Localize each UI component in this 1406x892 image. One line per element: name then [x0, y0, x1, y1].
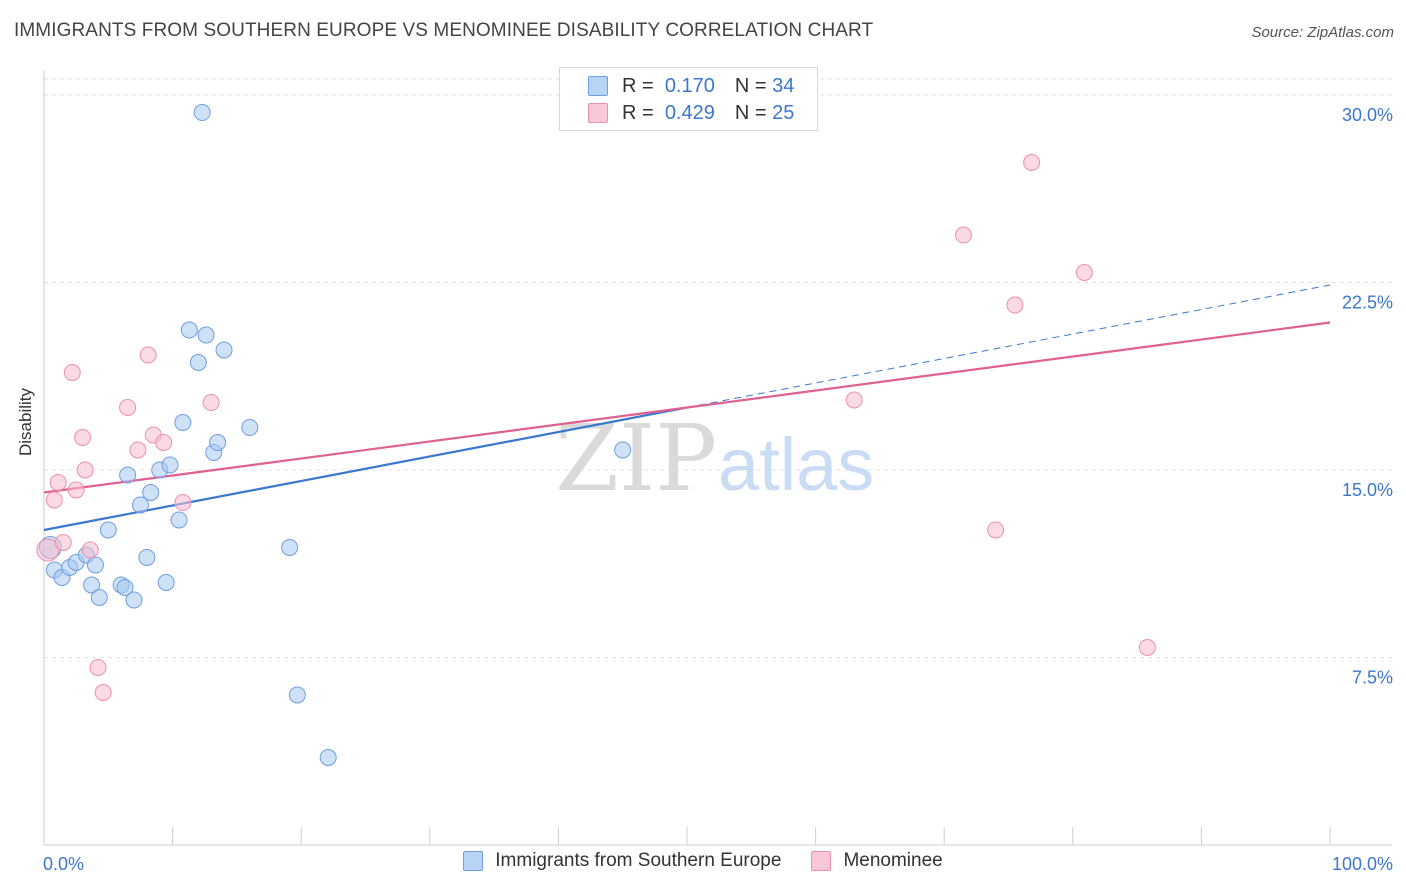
- point-southern-europe: [116, 579, 134, 596]
- point-menominee: [845, 391, 863, 409]
- point-southern-europe: [157, 574, 175, 591]
- trend-lines: [43, 284, 1331, 532]
- point-menominee: [45, 491, 63, 509]
- point-southern-europe: [193, 104, 211, 121]
- point-menominee: [119, 399, 137, 416]
- watermark: ZIP atlas: [555, 405, 874, 512]
- point-southern-europe: [138, 549, 156, 566]
- point-southern-europe: [99, 521, 117, 539]
- legend-n-value: 34: [772, 74, 795, 97]
- series-legend-item-southern-europe: Immigrants from Southern Europe: [463, 850, 781, 872]
- point-southern-europe: [288, 686, 306, 704]
- point-southern-europe: [90, 589, 108, 606]
- legend-swatch-menominee: [588, 103, 608, 123]
- point-southern-europe: [131, 496, 149, 514]
- point-menominee: [63, 364, 81, 381]
- point-menominee: [954, 226, 972, 244]
- point-menominee: [1023, 154, 1041, 171]
- axes: [43, 70, 1392, 846]
- legend-n-value: 25: [772, 101, 795, 124]
- point-menominee: [94, 684, 112, 701]
- tick-labels: 7.5% 15.0% 22.5% 30.0% 0.0% 100.0%: [43, 105, 1393, 874]
- point-southern-europe: [614, 441, 632, 459]
- point-southern-europe: [209, 434, 227, 451]
- point-menominee: [202, 394, 220, 411]
- watermark-atlas: atlas: [718, 423, 874, 506]
- point-southern-europe: [197, 326, 215, 344]
- series-legend: Immigrants from Southern Europe Menomine…: [0, 850, 1406, 872]
- point-menominee: [49, 474, 67, 491]
- point-southern-europe: [180, 321, 198, 339]
- legend-r-label: R =: [622, 74, 654, 97]
- point-menominee: [81, 541, 99, 559]
- chart-title: IMMIGRANTS FROM SOUTHERN EUROPE VS MENOM…: [14, 20, 874, 41]
- point-menominee: [54, 534, 72, 551]
- y-tick-label: 15.0%: [1342, 480, 1393, 500]
- y-tick-label: 7.5%: [1352, 668, 1393, 688]
- source-label: Source: ZipAtlas.com: [1251, 24, 1394, 41]
- point-southern-europe: [119, 466, 137, 484]
- legend-swatch-southern-europe: [588, 76, 608, 96]
- point-menominee: [174, 494, 192, 511]
- point-menominee: [1006, 296, 1024, 314]
- x-tick-label-min: 0.0%: [43, 854, 84, 874]
- point-southern-europe: [241, 419, 259, 436]
- point-menominee: [129, 441, 147, 459]
- series-legend-swatch: [463, 851, 484, 871]
- point-southern-europe: [281, 539, 299, 556]
- stats-legend-row-1: R = 0.170 N = 34: [588, 74, 794, 98]
- series-legend-label: Menominee: [843, 850, 943, 871]
- stats-legend: R = 0.170 N = 34 R = 0.429 N = 25: [559, 67, 818, 131]
- x-tick-label-max: 100.0%: [1332, 854, 1393, 874]
- point-menominee: [1138, 639, 1156, 656]
- point-southern-europe: [174, 414, 192, 431]
- series-legend-item-menominee: Menominee: [811, 850, 943, 872]
- point-menominee: [76, 461, 94, 479]
- series-legend-label: Immigrants from Southern Europe: [495, 850, 782, 871]
- data-points: [36, 104, 1156, 766]
- point-southern-europe: [170, 511, 188, 529]
- trend-line-dashed: [686, 284, 1331, 408]
- legend-r-label: R =: [622, 101, 654, 124]
- trend-line-solid: [43, 406, 688, 532]
- point-southern-europe: [161, 456, 179, 474]
- point-menominee: [139, 346, 157, 364]
- y-axis-label: Disability: [16, 387, 35, 456]
- point-menominee: [987, 521, 1005, 539]
- stats-legend-row-2: R = 0.429 N = 25: [588, 101, 794, 125]
- point-southern-europe: [142, 484, 160, 501]
- point-menominee: [155, 434, 173, 451]
- point-southern-europe: [83, 576, 101, 594]
- legend-r-value: 0.429: [664, 101, 715, 124]
- trend-line: [43, 321, 1331, 494]
- point-menominee: [1075, 264, 1093, 281]
- legend-n-label: N =: [734, 74, 767, 97]
- y-tick-label: 22.5%: [1342, 293, 1393, 313]
- point-southern-europe: [189, 354, 207, 371]
- point-menominee: [67, 481, 85, 499]
- point-southern-europe: [319, 749, 337, 766]
- point-menominee: [36, 538, 60, 562]
- point-southern-europe: [125, 591, 143, 609]
- point-southern-europe: [215, 341, 233, 359]
- grid-lines: [44, 78, 1392, 658]
- point-menominee: [74, 429, 92, 446]
- legend-n-label: N =: [734, 101, 767, 124]
- point-southern-europe: [86, 556, 104, 574]
- legend-r-value: 0.170: [664, 74, 715, 97]
- series-legend-swatch: [811, 851, 832, 871]
- watermark-zip: ZIP: [555, 405, 717, 512]
- y-tick-label: 30.0%: [1342, 105, 1393, 125]
- point-menominee: [89, 659, 107, 676]
